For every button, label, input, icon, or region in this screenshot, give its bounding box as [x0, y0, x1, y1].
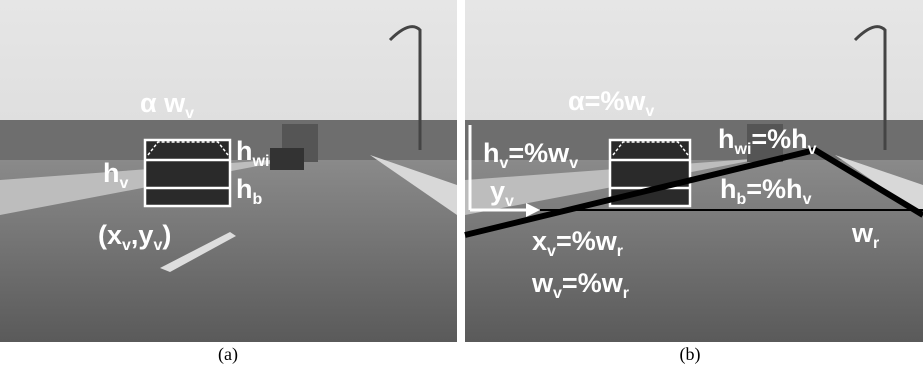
- label-text: w: [851, 218, 874, 248]
- subscript: v: [803, 191, 812, 208]
- subscript: r: [623, 285, 629, 302]
- label-text: ): [162, 220, 171, 250]
- label-text: y: [490, 176, 505, 206]
- label-text: =%h: [751, 124, 807, 154]
- subscript: v: [569, 155, 578, 172]
- label-text: =%h: [746, 174, 802, 204]
- subscript: r: [873, 235, 879, 252]
- annotation-label: wv=%wr: [531, 268, 629, 302]
- subscript: v: [645, 103, 654, 120]
- caption: (b): [680, 344, 701, 365]
- subscript: v: [120, 175, 129, 192]
- label-text: h: [720, 174, 737, 204]
- label-text: =%w: [556, 226, 618, 256]
- label-text: h: [236, 136, 253, 166]
- annotation-label: α=%wv: [568, 86, 654, 120]
- label-text: w: [531, 268, 554, 298]
- annotation-label: xv=%wr: [532, 226, 623, 260]
- subscript: wi: [734, 141, 752, 158]
- subscript: v: [808, 141, 817, 158]
- subscript: b: [253, 191, 263, 208]
- figure: α wvhvhwihb(xv,yv)(a)α=%wvhv=%wvhwi=%hvh…: [0, 0, 923, 376]
- label-text: ,y: [131, 220, 154, 250]
- subscript: wi: [252, 153, 270, 170]
- subscript: v: [185, 105, 194, 122]
- label-text: h: [236, 174, 253, 204]
- label-text: h: [103, 158, 120, 188]
- photo-a: [0, 0, 457, 342]
- label-text: =%w: [508, 138, 570, 168]
- subscript: v: [153, 237, 162, 254]
- subscript: r: [617, 243, 623, 260]
- annotation-label: hv=%wv: [483, 138, 578, 172]
- label-text: x: [532, 226, 547, 256]
- label-text: α=%w: [568, 86, 646, 116]
- subscript: b: [737, 191, 747, 208]
- subscript: v: [553, 285, 562, 302]
- subscript: v: [500, 155, 509, 172]
- label-text: h: [483, 138, 500, 168]
- label-text: (x: [98, 220, 122, 250]
- label-text: h: [718, 124, 735, 154]
- label-text: α w: [140, 88, 186, 118]
- subscript: v: [547, 243, 556, 260]
- caption: (a): [218, 344, 238, 365]
- subscript: v: [122, 237, 131, 254]
- annotation-label: hb=%hv: [720, 174, 812, 208]
- annotation-label: hwi=%hv: [718, 124, 817, 158]
- label-text: =%w: [562, 268, 624, 298]
- subscript: v: [505, 193, 514, 210]
